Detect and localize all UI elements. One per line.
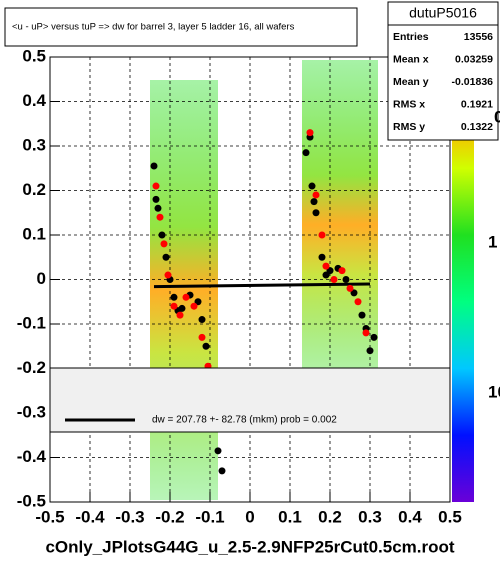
data-point [214,447,222,455]
data-point [154,204,162,212]
data-point [322,271,330,279]
data-point [156,213,164,221]
fit-line [153,282,371,289]
y-tick-label: -0.4 [17,447,47,466]
stats-key: Mean y [393,76,429,88]
y-tick-label: -0.2 [17,358,46,377]
stats-title: dutuP5016 [409,5,477,21]
data-point [158,231,166,239]
y-tick-label: -0.1 [17,313,46,332]
data-point [306,129,314,137]
data-point [178,304,186,312]
x-tick-label: -0.2 [155,507,184,526]
data-point [362,329,370,337]
data-point [198,316,206,324]
data-point [366,347,374,355]
data-point [308,182,316,190]
density-band [150,80,218,500]
x-axis-label: cOnly_JPlotsG44G_u_2.5-2.9NFP25rCut0.5cm… [45,537,454,556]
chart-title: <u - uP> versus tuP => dw for barrel 3, … [12,22,295,33]
stats-key: RMS x [393,98,425,110]
data-point [354,298,362,306]
data-point [350,289,358,297]
data-point [194,298,202,306]
data-point [312,209,320,217]
palette-label: 0 [494,107,500,126]
data-point [150,162,158,170]
y-tick-label: 0.2 [22,180,46,199]
data-point [302,149,310,157]
fit-legend-label: dw = 207.78 +- 82.78 (mkm) prob = 0.002 [152,415,337,426]
stats-value: 13556 [464,31,493,43]
x-tick-label: -0.5 [35,507,64,526]
data-point [318,231,326,239]
x-tick-label: 0 [245,507,254,526]
x-tick-label: 0.2 [318,507,342,526]
stats-key: Mean x [393,53,429,65]
x-tick-label: 0.1 [278,507,302,526]
data-point [176,311,184,319]
data-point [326,267,334,275]
x-tick-label: 0.5 [438,507,462,526]
y-tick-label: -0.5 [17,491,46,510]
stats-value: 0.1322 [461,121,493,133]
data-point [312,191,320,199]
data-point [170,302,178,310]
data-point [370,333,378,341]
y-tick-label: 0.5 [22,46,46,65]
stats-value: 0.1921 [461,98,493,110]
x-tick-label: 0.3 [358,507,382,526]
y-tick-label: 0.3 [22,135,46,154]
palette-label: 1 [488,232,497,251]
y-tick-label: 0.1 [22,224,46,243]
data-point [318,253,326,261]
data-point [152,195,160,203]
data-point [358,311,366,319]
data-point [342,276,350,283]
data-point [310,198,318,206]
data-point [152,182,160,190]
data-point [162,253,170,261]
x-tick-label: -0.1 [195,507,224,526]
stats-key: RMS y [393,121,425,133]
stats-box [387,1,499,141]
data-point [346,284,354,292]
x-tick-label: -0.3 [115,507,144,526]
data-point [160,240,168,248]
data-point [330,276,338,283]
data-point [322,262,330,270]
data-point [170,293,178,301]
data-point [218,467,226,475]
data-point [202,342,210,350]
x-tick-label: -0.4 [75,507,105,526]
data-point [198,333,206,341]
density-band [302,60,378,390]
data-point [182,293,190,301]
palette-label: 10 [488,382,500,401]
title-box [4,7,358,47]
data-point [338,267,346,275]
data-point [190,302,198,310]
stats-value: -0.01836 [452,76,494,88]
stats-value: 0.03259 [455,53,493,65]
palette [452,57,474,502]
data-point [164,271,172,279]
x-tick-label: 0.4 [398,507,422,526]
stats-key: Entries [393,31,429,43]
y-tick-label: 0 [37,269,46,288]
y-tick-label: -0.3 [17,402,46,421]
y-tick-label: 0.4 [22,91,46,110]
